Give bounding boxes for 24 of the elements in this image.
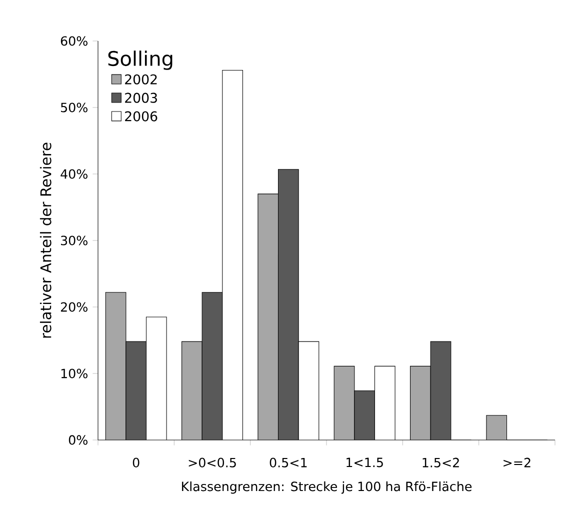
x-tick-label: >0<0.5 (188, 458, 236, 468)
x-axis-title: Klassengrenzen: Strecke je 100 ha Rfö-Fläche (182, 481, 472, 494)
legend-title: Solling (108, 50, 172, 70)
x-tick-label: 1.5<2 (422, 458, 459, 468)
y-tick-label: 50% (61, 102, 88, 112)
y-tick-label: 30% (60, 236, 88, 246)
y-tick-label: 0% (68, 435, 88, 445)
legend-label: 2006 (125, 111, 158, 122)
y-tick-label: 40% (60, 169, 88, 179)
bar (354, 390, 375, 440)
x-tick-label: 0 (132, 458, 140, 468)
bar (202, 292, 222, 440)
y-axis-title: relativer Anteil der Reviere (40, 142, 52, 338)
bar (430, 342, 451, 440)
x-tick-label: 1<1.5 (346, 458, 383, 468)
y-tick-label: 60% (60, 36, 88, 46)
bar (126, 342, 146, 440)
legend-label: 2003 (125, 92, 157, 103)
legend-label: 2002 (125, 74, 157, 84)
x-tick-label: >=2 (504, 458, 530, 468)
bar (278, 169, 299, 440)
x-tick-label: 0.5<1 (270, 458, 307, 468)
y-tick-label: 10% (61, 368, 88, 378)
y-tick-label: 20% (60, 302, 88, 312)
